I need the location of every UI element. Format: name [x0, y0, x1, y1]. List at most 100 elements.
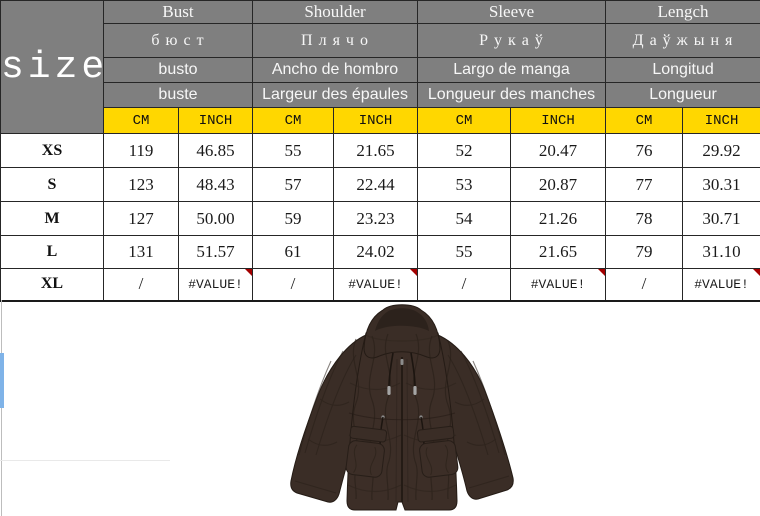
left-edge-highlight-bar — [0, 353, 4, 408]
waist-seam — [348, 412, 456, 421]
size-corner-label: size — [0, 0, 104, 134]
header-shoulder-es: Ancho de hombro — [251, 57, 419, 83]
header-bust-es: busto — [103, 57, 253, 83]
table-row-m: M 127 50.00 59 23.23 54 21.26 78 30.71 — [0, 201, 760, 236]
error-value-text: #VALUE! — [694, 276, 749, 292]
header-length-ru: Д а ў ж ы н я — [605, 23, 760, 58]
header-sleeve-es: Largo de manga — [417, 57, 607, 83]
header-bust-fr: buste — [103, 82, 253, 108]
header-row-spanish: busto Ancho de hombro Largo de manga Lon… — [1, 57, 760, 83]
value-cell: 51.57 — [178, 235, 253, 269]
value-cell: 21.65 — [332, 133, 419, 168]
unit-header-cm: CM — [417, 107, 512, 134]
header-shoulder: Shoulder — [251, 0, 419, 24]
header-row-english: size Bust Shoulder Sleeve Lengch — [0, 0, 760, 134]
zipper-pull-icon — [400, 359, 404, 365]
error-corner-triangle-icon — [410, 269, 417, 276]
value-cell: 31.10 — [682, 235, 760, 269]
gridline-remnant — [1, 300, 2, 516]
value-cell: 55 — [252, 133, 334, 168]
jacket-placket-seams — [395, 358, 409, 503]
value-cell: 54 — [417, 201, 512, 236]
table-row-l: L 131 51.57 61 24.02 55 21.65 79 31.10 — [0, 235, 760, 269]
value-cell: 23.23 — [332, 201, 419, 236]
header-row-french: buste Largeur des épaules Longueur des m… — [1, 82, 760, 108]
error-corner-triangle-icon — [753, 269, 760, 276]
header-length-fr: Longueur — [605, 82, 760, 108]
gridline-remnant — [0, 460, 170, 461]
value-cell: 57 — [252, 167, 334, 202]
table-row-xl: XL / #VALUE! / #VALUE! / #VALUE! / #VALU… — [0, 268, 760, 302]
header-length-es: Longitud — [605, 57, 760, 83]
value-cell: 78 — [605, 201, 684, 236]
value-cell: 52 — [417, 133, 512, 168]
value-cell: 20.87 — [510, 167, 607, 202]
value-cell: 76 — [605, 133, 684, 168]
value-cell: 30.71 — [682, 201, 760, 236]
unit-header-cm: CM — [252, 107, 334, 134]
unit-header-inch: INCH — [510, 107, 607, 134]
header-sleeve-ru: Р у к а ў — [417, 23, 607, 58]
size-label: S — [0, 167, 104, 202]
value-cell: 46.85 — [178, 133, 253, 168]
table-row-xs: XS 119 46.85 55 21.65 52 20.47 76 29.92 — [0, 133, 760, 168]
size-chart-table: size Bust Shoulder Sleeve Lengch б ю с т… — [0, 0, 760, 302]
unit-header-inch: INCH — [682, 107, 760, 134]
header-bust: Bust — [103, 0, 253, 24]
value-cell-error: #VALUE! — [510, 268, 607, 302]
quilting-pattern-sleeves — [294, 350, 510, 494]
value-cell: 48.43 — [178, 167, 253, 202]
error-value-text: #VALUE! — [348, 276, 403, 292]
value-cell: / — [605, 268, 684, 302]
jacket-right-pocket — [416, 425, 459, 478]
hood-drawstrings — [387, 352, 417, 395]
value-cell-error: #VALUE! — [332, 268, 419, 302]
unit-header-inch: INCH — [332, 107, 419, 134]
value-cell: 77 — [605, 167, 684, 202]
value-cell: 20.47 — [510, 133, 607, 168]
value-cell: 24.02 — [332, 235, 419, 269]
header-shoulder-fr: Largeur des épaules — [251, 82, 419, 108]
error-value-text: #VALUE! — [530, 276, 586, 292]
unit-header-cm: CM — [103, 107, 179, 134]
value-cell: 123 — [103, 167, 179, 202]
value-cell: 53 — [417, 167, 512, 202]
value-cell: 127 — [103, 201, 179, 236]
size-label: L — [0, 235, 104, 269]
value-cell-error: #VALUE! — [178, 268, 253, 302]
unit-header-cm: CM — [605, 107, 684, 134]
error-corner-triangle-icon — [245, 269, 252, 276]
value-cell: 61 — [252, 235, 334, 269]
value-cell: / — [252, 268, 334, 302]
value-cell: 55 — [417, 235, 512, 269]
value-cell: 30.31 — [682, 167, 760, 202]
table-row-s: S 123 48.43 57 22.44 53 20.87 77 30.31 — [0, 167, 760, 202]
header-length: Lengch — [605, 0, 760, 24]
header-bust-ru: б ю с т — [103, 23, 253, 58]
value-cell: 59 — [252, 201, 334, 236]
value-cell: 119 — [103, 133, 179, 168]
value-cell: 29.92 — [682, 133, 760, 168]
value-cell: 21.26 — [510, 201, 607, 236]
error-value-text: #VALUE! — [188, 276, 243, 292]
header-row-russian: б ю с т П л я ч о Р у к а ў Д а ў ж ы н … — [1, 23, 760, 58]
size-label: XL — [0, 268, 104, 302]
value-cell: / — [103, 268, 179, 302]
product-photo-jacket — [290, 304, 514, 511]
value-cell-error: #VALUE! — [682, 268, 760, 302]
header-shoulder-ru: П л я ч о — [251, 23, 419, 58]
value-cell: 131 — [103, 235, 179, 269]
value-cell: 22.44 — [332, 167, 419, 202]
header-sleeve-fr: Longueur des manches — [417, 82, 607, 108]
value-cell: / — [417, 268, 512, 302]
header-sleeve: Sleeve — [417, 0, 607, 24]
error-corner-triangle-icon — [598, 269, 605, 276]
size-label: M — [0, 201, 104, 236]
jacket-hood-lining — [375, 308, 429, 331]
value-cell: 21.65 — [510, 235, 607, 269]
unit-header-row: CM INCH CM INCH CM INCH CM INCH — [1, 107, 760, 134]
unit-header-inch: INCH — [178, 107, 253, 134]
jacket-left-pocket — [345, 425, 388, 478]
value-cell: 79 — [605, 235, 684, 269]
